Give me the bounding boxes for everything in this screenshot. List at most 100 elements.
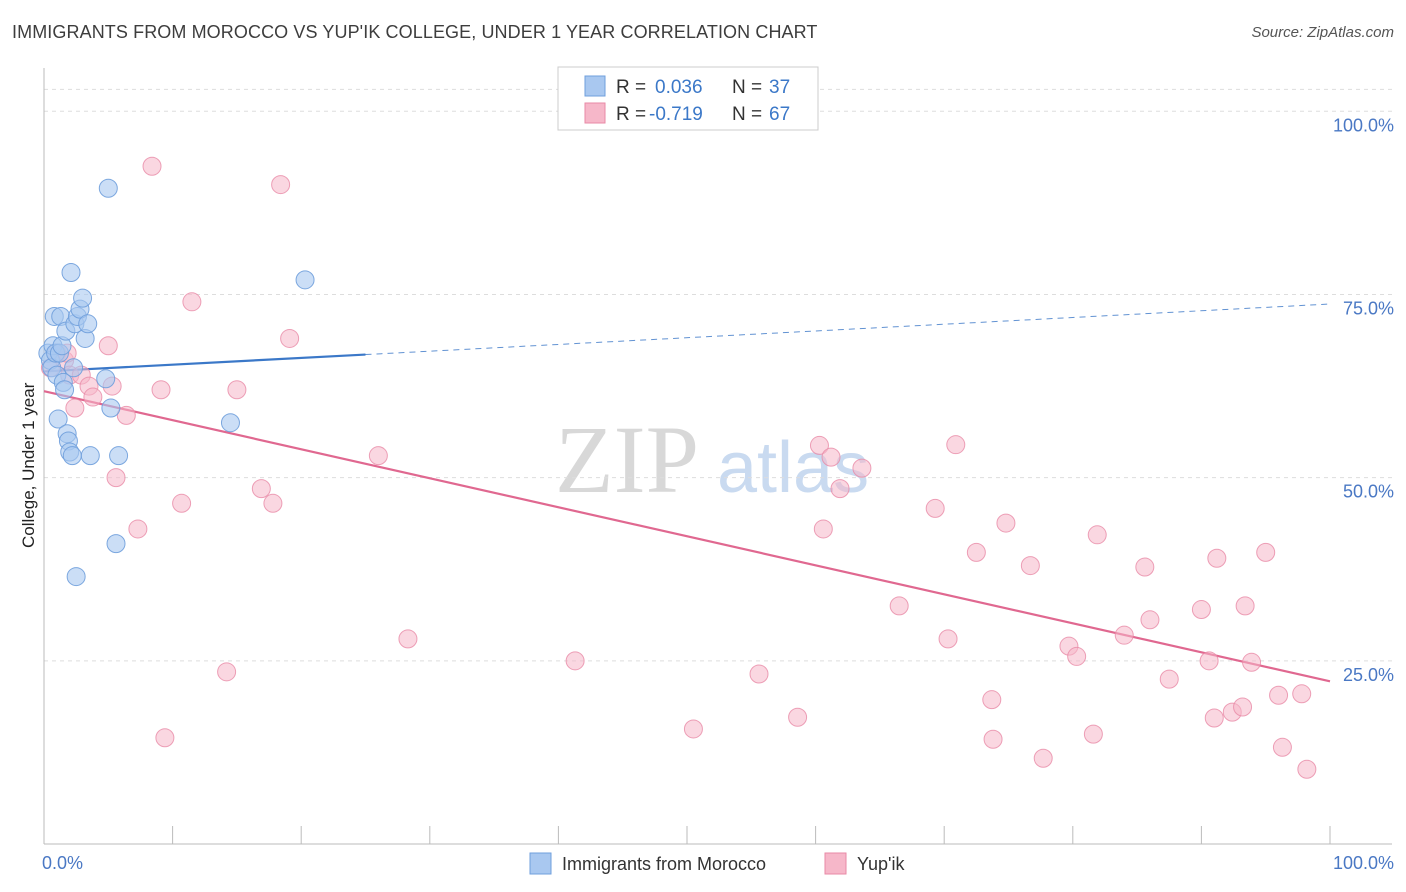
point-yupik [749,664,769,684]
x-tick-label-max: 100.0% [1333,853,1394,873]
point-yupik [1297,759,1317,779]
point-yupik [1083,724,1103,744]
point-morocco [73,288,93,308]
point-yupik [227,380,247,400]
point-yupik [809,435,829,455]
point-morocco [62,446,82,466]
point-yupik [106,468,126,488]
point-yupik [996,513,1016,533]
y-tick-label: 75.0% [1343,298,1394,318]
point-yupik [155,728,175,748]
gridlines [44,88,1392,662]
legend-r-value-1: 0.036 [655,77,703,98]
point-yupik [1256,542,1276,562]
y-tick-label: 100.0% [1333,115,1394,135]
point-yupik [982,690,1002,710]
point-yupik [98,336,118,356]
point-yupik [116,405,136,425]
point-yupik [368,446,388,466]
point-yupik [983,729,1003,749]
point-yupik [83,387,103,407]
point-morocco [295,270,315,290]
point-yupik [1135,557,1155,577]
point-yupik [182,292,202,312]
legend-n-value-2: 67 [769,104,790,125]
point-yupik [1159,669,1179,689]
point-yupik [813,519,833,539]
bottom-legend-swatch-yupik [824,852,847,875]
legend-r-value-2: -0.719 [649,104,703,125]
bottom-legend-label-morocco: Immigrants from Morocco [562,854,766,874]
legend-n-value-1: 37 [769,77,790,98]
point-yupik [280,328,300,348]
point-morocco [96,369,116,389]
point-yupik [966,542,986,562]
point-morocco [78,314,98,334]
point-morocco [109,446,129,466]
point-yupik [128,519,148,539]
point-yupik [1204,708,1224,728]
legend-r-label-1: R = [616,77,646,98]
watermark-zip: ZIP [555,406,699,513]
point-yupik [788,707,808,727]
data-points [38,156,1317,779]
point-yupik [1242,652,1262,672]
point-yupik [1033,748,1053,768]
point-morocco [48,409,68,429]
point-yupik [398,629,418,649]
point-yupik [251,479,271,499]
series-legend: Immigrants from Morocco Yup'ik [529,852,905,875]
point-morocco [61,263,81,282]
point-yupik [946,435,966,455]
point-yupik [271,175,291,195]
point-yupik [565,651,585,671]
point-yupik [1272,737,1292,757]
y-tick-label: 50.0% [1343,482,1394,502]
legend-n-label-1: N = [732,77,762,98]
axes: 25.0% 50.0% 75.0% 100.0% [43,68,1394,845]
y-tick-label: 25.0% [1343,665,1394,685]
point-yupik [151,380,171,400]
trend-line-morocco-extrapolated [365,303,1331,356]
bottom-legend-swatch-morocco [529,852,552,875]
point-morocco [98,178,118,198]
point-yupik [1114,625,1134,645]
point-yupik [263,493,283,513]
point-yupik [938,629,958,649]
point-yupik [1292,684,1312,704]
point-morocco [220,413,240,433]
point-yupik [1199,651,1219,671]
legend-swatch-pink [584,102,606,124]
point-yupik [1269,685,1289,705]
x-tick-label-min: 0.0% [42,853,83,873]
bottom-legend-label-yupik: Yup'ik [857,854,905,874]
point-yupik [683,719,703,739]
legend-r-label-2: R = [616,104,646,125]
point-yupik [1087,525,1107,545]
point-morocco [106,534,126,554]
point-yupik [1067,646,1087,666]
point-yupik [1207,548,1227,568]
watermark-atlas: atlas [717,428,869,508]
point-morocco [55,380,75,400]
point-yupik [1235,596,1255,616]
chart-title: IMMIGRANTS FROM MOROCCO VS YUP'IK COLLEG… [12,22,818,42]
point-yupik [1020,556,1040,576]
point-yupik [925,498,945,518]
legend-n-label-2: N = [732,104,762,125]
chart-source: Source: ZipAtlas.com [1251,24,1394,41]
point-yupik [1233,697,1253,717]
point-yupik [217,662,237,682]
point-morocco [66,567,86,587]
point-yupik [142,156,162,176]
y-axis-label: College, Under 1 year [19,382,38,548]
point-yupik [852,458,872,478]
point-yupik [1140,610,1160,630]
point-morocco [64,358,84,378]
point-yupik [889,596,909,616]
trend-line-morocco [43,353,366,373]
point-yupik [65,398,85,418]
point-yupik [830,479,850,499]
point-yupik [821,447,841,467]
